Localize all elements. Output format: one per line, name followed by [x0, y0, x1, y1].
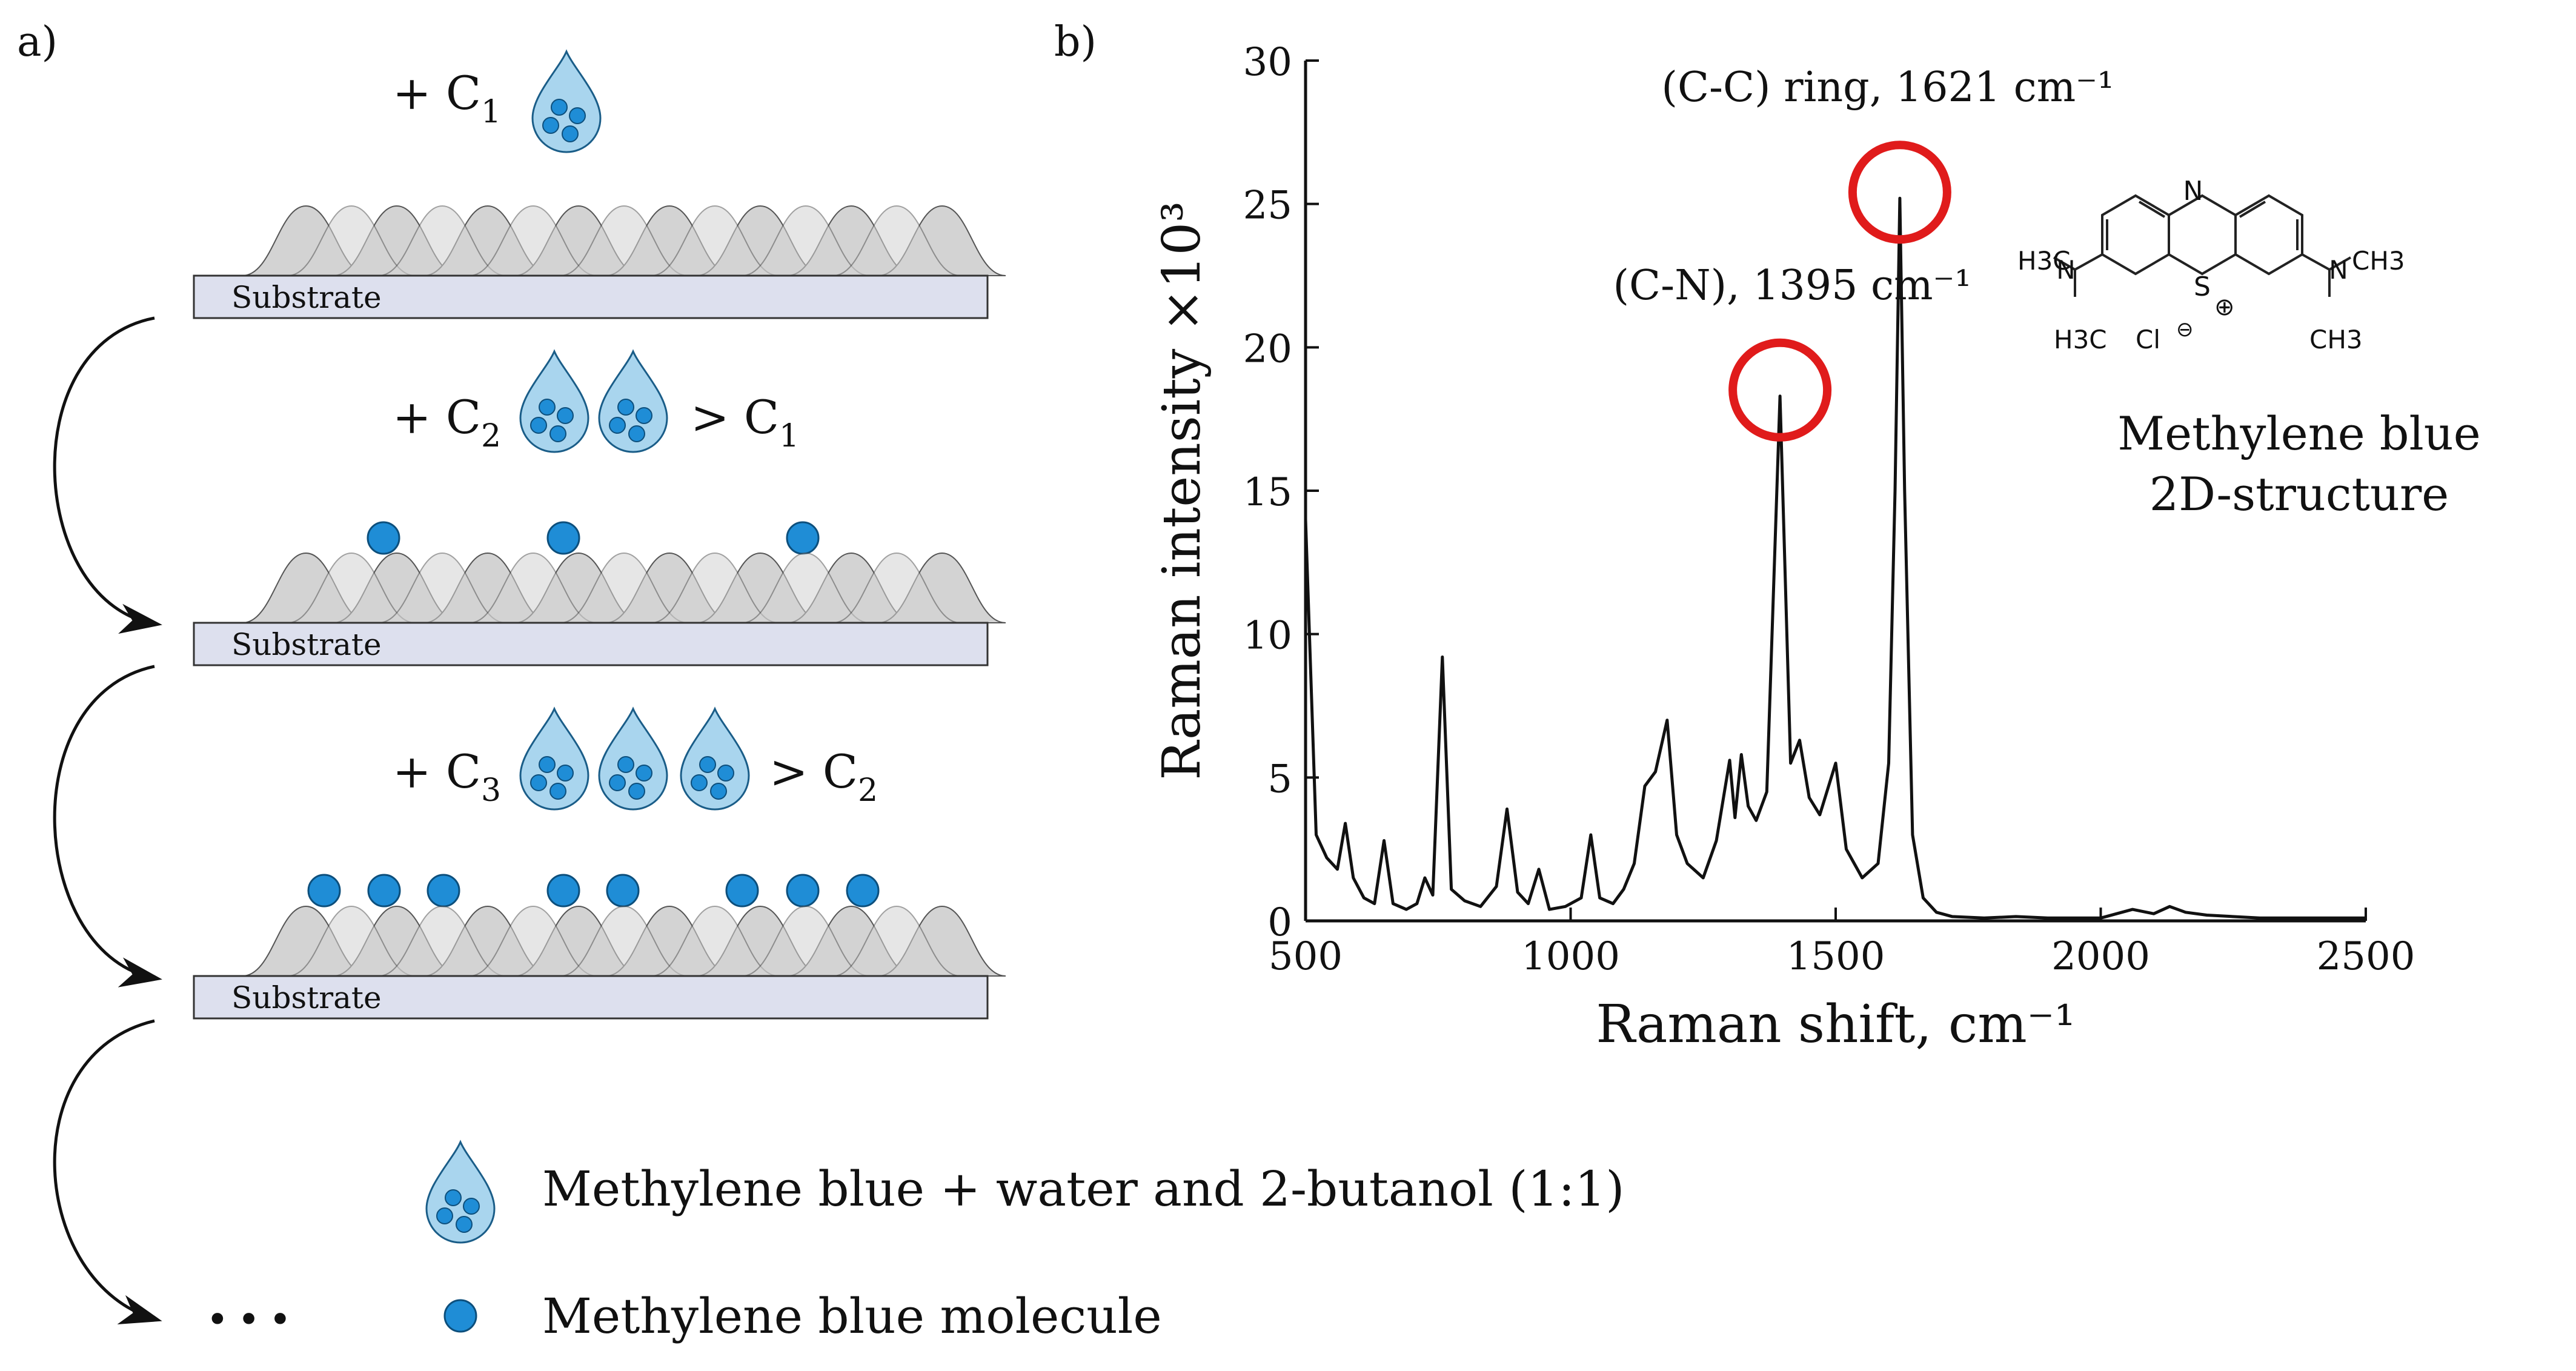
spectrum-line: [1304, 196, 2366, 920]
annotations: (C-C) ring, 1621 cm⁻¹ (C-N), 1395 cm⁻¹: [1613, 64, 2114, 442]
svg-text:+ C3: + C3: [393, 745, 501, 809]
ellipsis: •••: [206, 1298, 300, 1343]
molecules-layer-3: [307, 874, 880, 908]
step-3-label: + C3 > C2: [393, 745, 878, 809]
structure-labels: N S ⊕ N N H3C H3C CH3 CH3 Cl ⊖: [2017, 176, 2405, 354]
y-axis-label: Raman intensity ×10³: [1152, 201, 1212, 780]
svg-text:CH3: CH3: [2352, 246, 2405, 276]
molecule: [725, 874, 759, 908]
droplet-icon: [598, 350, 668, 453]
panel-a-label: a): [17, 18, 58, 66]
bump-row: [242, 553, 1006, 623]
step-1-label: + C1: [393, 66, 501, 130]
raman-chart: 0 5 10 15 20 25 30 500 1000 1500 2000 2500 (C-C) r…: [1152, 40, 2415, 1055]
structure-caption-line2: 2D-structure: [2149, 467, 2449, 521]
x-tick-label: 1500: [1787, 934, 1885, 979]
x-ticks: 500 1000 1500 2000 2500: [1269, 908, 2415, 979]
svg-text:H3C: H3C: [2054, 325, 2107, 354]
molecule: [786, 874, 820, 908]
y-tick-label: 10: [1243, 614, 1292, 659]
svg-text:⊖: ⊖: [2176, 317, 2194, 342]
svg-text:N: N: [2329, 255, 2348, 285]
svg-text:Cl: Cl: [2136, 325, 2160, 354]
molecule: [546, 874, 580, 908]
molecule: [427, 874, 460, 908]
legend-droplet-text: Methylene blue + water and 2-butanol (1:…: [542, 1161, 1624, 1217]
droplet-icon: [598, 708, 668, 811]
svg-text:S: S: [2194, 271, 2211, 302]
structure-caption-line1: Methylene blue: [2117, 407, 2480, 460]
substrate-layer-3: Substrate: [193, 906, 1006, 1020]
bump-row: [242, 205, 1006, 276]
molecule: [846, 874, 880, 908]
molecule: [606, 874, 640, 908]
arrow: [53, 1019, 162, 1324]
svg-text:> C2: > C2: [769, 745, 878, 809]
svg-text:N: N: [2056, 255, 2075, 285]
peak-highlight-circle: [1728, 338, 1832, 442]
peak-annotation: (C-C) ring, 1621 cm⁻¹: [1661, 64, 2114, 111]
substrate-label: Substrate: [231, 627, 382, 662]
molecule: [786, 521, 820, 555]
y-tick-label: 20: [1243, 327, 1292, 371]
substrate: [193, 975, 989, 1020]
y-tick-label: 30: [1243, 40, 1292, 85]
substrate: [193, 274, 989, 319]
process-arrows: [53, 316, 162, 1324]
y-tick-label: 5: [1267, 757, 1292, 802]
droplet-icon: [425, 1141, 496, 1244]
x-tick-label: 2000: [2051, 934, 2150, 979]
peak-annotation: (C-N), 1395 cm⁻¹: [1613, 262, 1971, 310]
droplet-icon: [680, 708, 750, 811]
svg-text:+ C2: + C2: [393, 390, 501, 454]
svg-text:N: N: [2183, 176, 2203, 207]
droplet-icon: [519, 350, 589, 453]
molecule: [307, 874, 341, 908]
bump-row: [242, 906, 1006, 977]
svg-text:H3C: H3C: [2017, 246, 2071, 276]
substrate-label: Substrate: [231, 280, 382, 315]
molecule-icon: [443, 1299, 477, 1333]
y-tick-label: 25: [1243, 184, 1292, 228]
x-tick-label: 500: [1269, 934, 1343, 979]
arrow: [53, 665, 162, 988]
x-tick-label: 2500: [2317, 934, 2415, 979]
substrate-layer-1: Substrate: [193, 205, 1006, 319]
svg-text:⊕: ⊕: [2214, 293, 2235, 321]
y-tick-label: 0: [1267, 900, 1292, 945]
y-tick-label: 15: [1243, 470, 1292, 515]
panel-b-label: b): [1054, 18, 1097, 66]
svg-text:+ C1: + C1: [393, 66, 501, 130]
molecule: [367, 874, 401, 908]
legend-molecule-text: Methylene blue molecule: [542, 1288, 1162, 1344]
step-2-label: + C2 > C1: [393, 390, 799, 454]
molecule: [546, 521, 580, 555]
molecules-layer-2: [367, 521, 820, 555]
substrate: [193, 622, 989, 666]
peak-highlight-circle: [1848, 141, 1951, 244]
y-ticks: 0 5 10 15 20 25 30: [1243, 40, 1319, 945]
x-tick-label: 1000: [1521, 934, 1620, 979]
methylene-blue-structure: [2053, 194, 2351, 297]
arrow: [53, 316, 162, 634]
x-axis-label: Raman shift, cm⁻¹: [1596, 994, 2075, 1055]
droplet-icon: [531, 50, 602, 153]
substrate-layer-2: Substrate: [193, 553, 1006, 666]
substrate-label: Substrate: [231, 980, 382, 1015]
svg-text:> C1: > C1: [691, 390, 799, 454]
molecule: [367, 521, 400, 555]
droplet-icon: [519, 708, 589, 811]
svg-text:CH3: CH3: [2309, 325, 2363, 354]
